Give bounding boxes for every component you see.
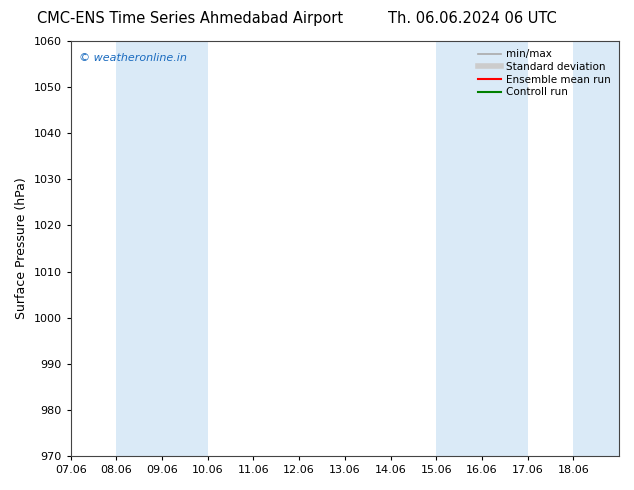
Text: CMC-ENS Time Series Ahmedabad Airport: CMC-ENS Time Series Ahmedabad Airport	[37, 11, 343, 26]
Legend: min/max, Standard deviation, Ensemble mean run, Controll run: min/max, Standard deviation, Ensemble me…	[475, 46, 614, 100]
Bar	[573, 41, 619, 456]
Text: © weatheronline.in: © weatheronline.in	[79, 53, 187, 64]
Bar	[436, 41, 527, 456]
Y-axis label: Surface Pressure (hPa): Surface Pressure (hPa)	[15, 178, 28, 319]
Text: Th. 06.06.2024 06 UTC: Th. 06.06.2024 06 UTC	[388, 11, 557, 26]
Bar	[117, 41, 208, 456]
